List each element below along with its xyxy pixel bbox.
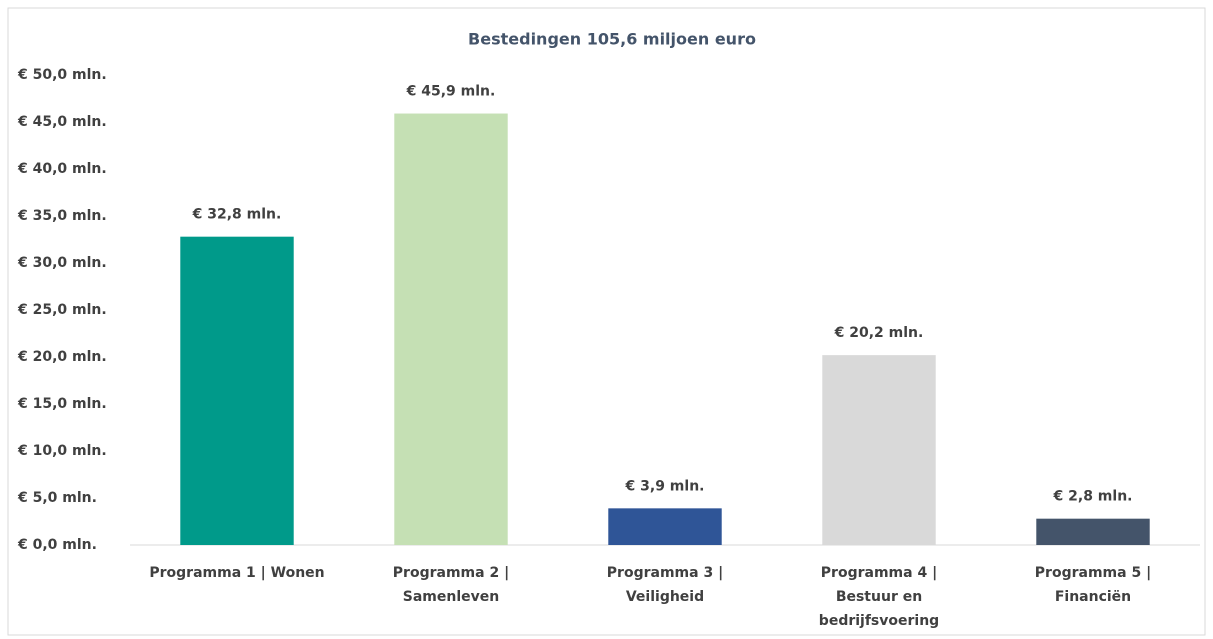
x-tick-label: Programma 3 | Veiligheid (606, 565, 724, 605)
x-tick-label: Programma 2 | Samenleven (392, 565, 510, 605)
chart-border (7, 7, 1206, 636)
bar (394, 113, 508, 545)
y-tick-label: € 5,0 mln. (17, 490, 97, 506)
y-tick-label: € 50,0 mln. (17, 67, 107, 83)
value-label: € 20,2 mln. (834, 325, 924, 341)
y-tick-label: € 30,0 mln. (17, 255, 107, 271)
y-tick-label: € 40,0 mln. (17, 161, 107, 177)
value-label: € 3,9 mln. (625, 478, 705, 494)
chart-title: Bestedingen 105,6 miljoen euro (468, 30, 756, 49)
x-tick-label: Programma 1 | Wonen (149, 565, 325, 581)
y-tick-label: € 35,0 mln. (17, 208, 107, 224)
y-tick-label: € 25,0 mln. (17, 302, 107, 318)
bar (822, 355, 936, 545)
value-label: € 32,8 mln. (192, 207, 282, 223)
y-tick-label: € 20,0 mln. (17, 349, 107, 365)
bar (1036, 518, 1150, 545)
y-tick-label: € 45,0 mln. (17, 114, 107, 130)
x-tick-label: Programma 5 | Financiën (1034, 565, 1152, 605)
value-label: € 2,8 mln. (1053, 489, 1133, 505)
value-label: € 45,9 mln. (406, 84, 496, 100)
bar (608, 508, 722, 545)
bar (180, 236, 294, 545)
y-tick-label: € 10,0 mln. (17, 443, 107, 459)
y-tick-label: € 0,0 mln. (17, 537, 97, 553)
x-tick-label: Programma 4 | Bestuur en bedrijfsvoering (818, 565, 940, 629)
y-tick-label: € 15,0 mln. (17, 396, 107, 412)
